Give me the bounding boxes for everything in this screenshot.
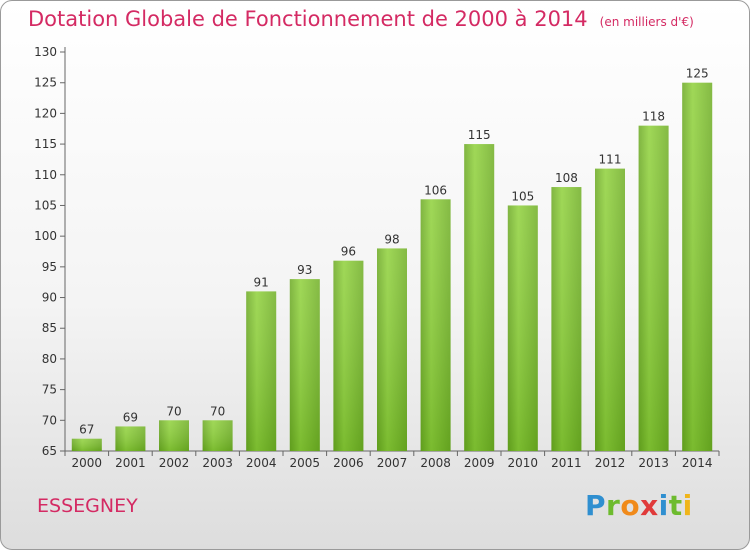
y-tick-label: 90 xyxy=(42,291,57,305)
data-label-2009: 115 xyxy=(468,128,491,142)
y-tick-label: 70 xyxy=(42,413,57,427)
bar-shade-2011 xyxy=(551,187,582,452)
bar-shade-2005 xyxy=(289,279,320,451)
x-tick-label: 2014 xyxy=(682,456,713,470)
data-label-2007: 98 xyxy=(384,232,399,246)
bar-shade-2003 xyxy=(202,420,233,451)
y-tick-label: 95 xyxy=(42,260,57,274)
logo-letter: P xyxy=(585,489,607,522)
x-tick-label: 2000 xyxy=(72,456,103,470)
bar-shade-2010 xyxy=(507,205,538,451)
y-tick-label: 115 xyxy=(34,137,57,151)
x-tick-label: 2004 xyxy=(246,456,277,470)
logo-letter: o xyxy=(620,489,641,522)
bar-shade-2000 xyxy=(71,438,102,451)
data-label-2000: 67 xyxy=(79,423,94,437)
bar-shade-2001 xyxy=(115,426,146,451)
logo-letter: r xyxy=(606,489,621,522)
data-label-2014: 125 xyxy=(686,67,709,81)
y-tick-label: 75 xyxy=(42,383,57,397)
chart-unit: (en milliers d'€) xyxy=(599,15,694,29)
bars xyxy=(71,82,713,452)
y-tick-label: 100 xyxy=(34,229,57,243)
x-tick-label: 2003 xyxy=(202,456,233,470)
proxiti-logo: Proxiti xyxy=(585,489,693,522)
data-label-2006: 96 xyxy=(341,245,356,259)
axes: 65 70 75 80 85 90 95 100 105 110 115 120 125 130 2000 2… xyxy=(34,45,720,470)
x-tick-label: 2011 xyxy=(551,456,582,470)
data-label-2001: 69 xyxy=(123,410,138,424)
chart-title: Dotation Globale de Fonctionnement de 20… xyxy=(28,7,694,31)
data-label-2004: 91 xyxy=(254,275,269,289)
y-tick-label: 125 xyxy=(34,76,57,90)
data-labels: 67 69 70 70 91 93 96 98 106 115 105 108 111 118 125 xyxy=(79,67,708,437)
bar-shade-2014 xyxy=(682,82,713,451)
x-tick-label: 2008 xyxy=(420,456,451,470)
data-label-2012: 111 xyxy=(599,153,622,167)
chart-title-text: Dotation Globale de Fonctionnement de 20… xyxy=(28,7,588,31)
x-tick-label: 2007 xyxy=(377,456,408,470)
bar-shade-2008 xyxy=(420,199,451,451)
y-tick-label: 105 xyxy=(34,198,57,212)
bar-shade-2007 xyxy=(377,248,407,451)
data-label-2010: 105 xyxy=(511,189,534,203)
data-label-2011: 108 xyxy=(555,171,578,185)
logo-letter: i xyxy=(682,489,693,522)
bar-shade-2004 xyxy=(246,291,277,451)
x-tick-label: 2009 xyxy=(464,456,495,470)
x-tick-label: 2010 xyxy=(508,456,539,470)
bar-shade-2012 xyxy=(595,168,625,451)
x-tick-label: 2001 xyxy=(115,456,146,470)
x-tick-label: 2012 xyxy=(595,456,626,470)
y-tick-label: 130 xyxy=(34,45,57,59)
data-label-2013: 118 xyxy=(642,110,665,124)
data-label-2008: 106 xyxy=(424,183,447,197)
data-label-2003: 70 xyxy=(210,404,225,418)
bar-shade-2002 xyxy=(159,420,189,451)
bar-shade-2013 xyxy=(638,125,669,452)
y-tick-label: 85 xyxy=(42,321,57,335)
x-tick-label: 2002 xyxy=(159,456,190,470)
y-tick-label: 110 xyxy=(34,168,57,182)
x-tick-label: 2013 xyxy=(638,456,669,470)
bar-shade-2009 xyxy=(464,144,495,452)
logo-letter: t xyxy=(668,489,683,522)
bar-shade-2006 xyxy=(333,260,364,451)
logo-letter: i xyxy=(658,489,669,522)
x-tick-label: 2006 xyxy=(333,456,364,470)
y-tick-label: 80 xyxy=(42,352,57,366)
x-tick-label: 2005 xyxy=(290,456,321,470)
commune-name: ESSEGNEY xyxy=(37,495,138,517)
logo-letter: x xyxy=(640,489,659,522)
data-label-2005: 93 xyxy=(297,263,312,277)
data-label-2002: 70 xyxy=(166,404,181,418)
y-tick-label: 65 xyxy=(42,444,57,458)
y-tick-label: 120 xyxy=(34,106,57,120)
